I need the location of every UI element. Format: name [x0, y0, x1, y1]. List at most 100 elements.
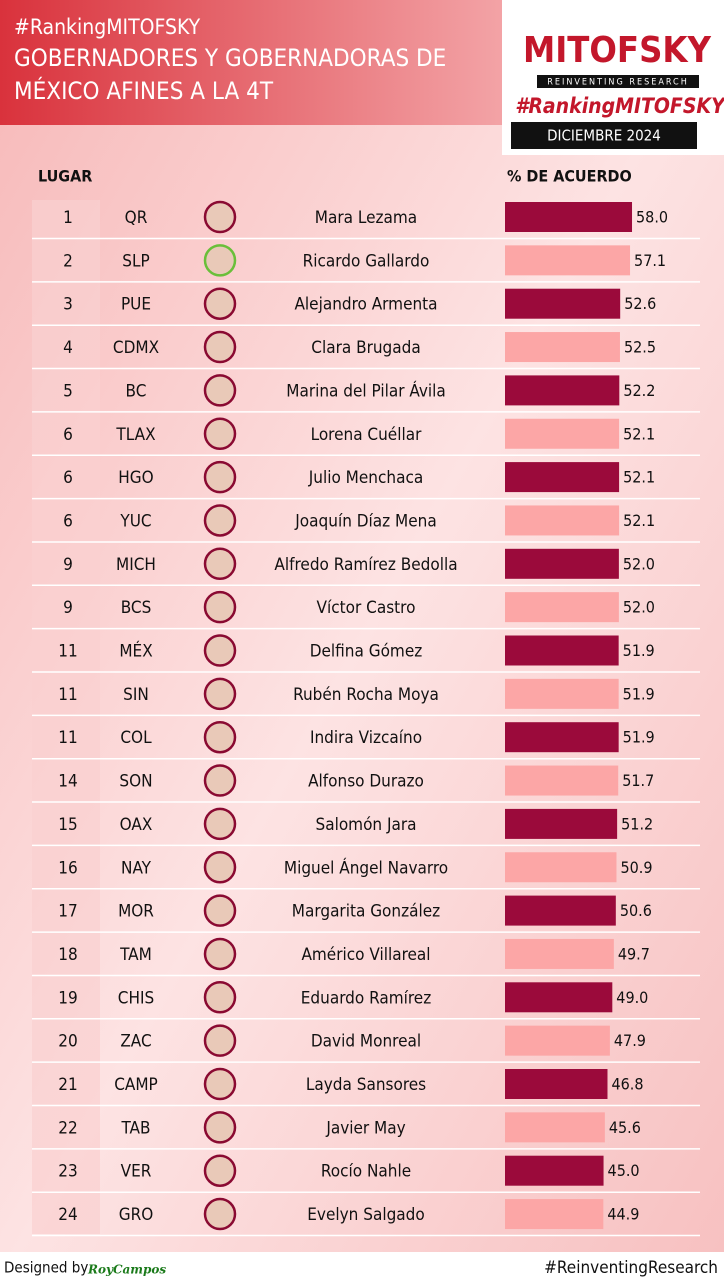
name: Mara Lezama [315, 208, 417, 228]
name: Clara Brugada [311, 338, 420, 358]
state: CDMX [113, 338, 159, 358]
value-label: 51.7 [622, 771, 654, 790]
header-band [0, 0, 502, 125]
avatar [203, 590, 237, 624]
avatar [203, 374, 237, 407]
state: OAX [120, 815, 153, 835]
name: Ricardo Gallardo [303, 251, 430, 271]
avatar [203, 634, 237, 667]
rank: 16 [58, 858, 77, 878]
rank: 18 [58, 945, 77, 965]
state: PUE [121, 295, 151, 315]
name: Evelyn Salgado [307, 1205, 424, 1225]
rank: 9 [63, 598, 73, 618]
value-label: 52.1 [623, 424, 655, 443]
date-band [511, 122, 697, 149]
name: Delfina Gómez [310, 642, 423, 662]
bar [505, 288, 621, 319]
state: GRO [119, 1205, 154, 1225]
name: Américo Villareal [301, 945, 430, 965]
name: Marina del Pilar Ávila [286, 379, 446, 401]
name: Margarita González [292, 902, 440, 922]
avatar [203, 807, 237, 841]
value-label: 52.2 [623, 381, 655, 400]
bar [505, 418, 620, 449]
rank: 11 [58, 685, 77, 705]
rank: 6 [63, 511, 73, 531]
value-label: 58.0 [636, 208, 668, 227]
name: Miguel Ángel Navarro [284, 856, 448, 878]
avatar [203, 720, 237, 754]
state: COL [120, 728, 152, 748]
bar [505, 938, 614, 969]
name: Indira Vizcaíno [310, 728, 422, 748]
rank: 1 [63, 208, 73, 228]
state: CHIS [118, 988, 154, 1008]
rank: 2 [63, 251, 73, 271]
state: MÉX [119, 640, 152, 662]
value-label: 52.5 [624, 338, 656, 357]
state: SIN [123, 685, 149, 705]
avatar [203, 1154, 237, 1187]
logo-tagline: REINVENTING RESEARCH [547, 78, 689, 88]
bar [505, 548, 619, 579]
value-label: 50.6 [620, 901, 652, 920]
rank: 6 [63, 468, 73, 488]
name: Alfredo Ramírez Bedolla [274, 555, 457, 575]
state: MICH [116, 555, 156, 575]
avatar [203, 200, 237, 234]
bar [505, 375, 620, 406]
value-label: 45.6 [609, 1118, 641, 1137]
bar [505, 722, 619, 753]
state: SON [119, 772, 152, 792]
value-label: 52.1 [623, 511, 655, 530]
bar [505, 852, 617, 883]
name: Eduardo Ramírez [301, 988, 431, 1008]
state: TLAX [115, 425, 155, 445]
avatar [203, 417, 237, 450]
state: NAY [121, 858, 152, 878]
state: CAMP [114, 1075, 158, 1095]
avatar [203, 1197, 237, 1231]
name: Alejandro Armenta [294, 295, 437, 315]
value-label: 52.0 [623, 598, 655, 617]
avatar [203, 851, 237, 884]
hashtag: #RankingMITOFSKY [14, 15, 201, 39]
avatar [203, 764, 237, 797]
name: Joaquín Díaz Mena [294, 511, 436, 531]
value-label: 57.1 [634, 251, 666, 270]
subtitle: MÉXICO AFINES A LA 4T [14, 76, 274, 105]
rank: 14 [58, 772, 77, 792]
avatar [203, 1067, 237, 1101]
value-label: 51.9 [623, 684, 655, 703]
logo: MITOFSKY [523, 30, 711, 71]
rank: 15 [58, 815, 77, 835]
name: Salomón Jara [315, 815, 416, 835]
bar [505, 1112, 605, 1143]
rank: 24 [58, 1205, 77, 1225]
value-label: 44.9 [607, 1205, 639, 1224]
name: Javier May [325, 1118, 405, 1138]
value-label: 51.9 [623, 641, 655, 660]
bar [505, 982, 613, 1013]
avatar [203, 287, 237, 320]
avatar [203, 1111, 237, 1144]
state: YUC [119, 511, 151, 531]
rank: 17 [58, 902, 77, 922]
bar [505, 808, 618, 839]
value-label: 47.9 [614, 1031, 646, 1050]
value-label: 52.0 [623, 554, 655, 573]
rank: 22 [58, 1118, 77, 1138]
state: TAB [121, 1118, 151, 1138]
bar [505, 332, 620, 363]
bar [505, 245, 631, 276]
rank: 6 [63, 425, 73, 445]
tagline-band [537, 75, 699, 88]
state: QR [125, 208, 148, 228]
value-label: 51.9 [623, 728, 655, 747]
footer-left: Designed by [4, 1259, 88, 1277]
rank: 5 [63, 381, 73, 401]
bar [505, 1155, 604, 1186]
title: GOBERNADORES Y GOBERNADORAS DE [14, 44, 446, 72]
